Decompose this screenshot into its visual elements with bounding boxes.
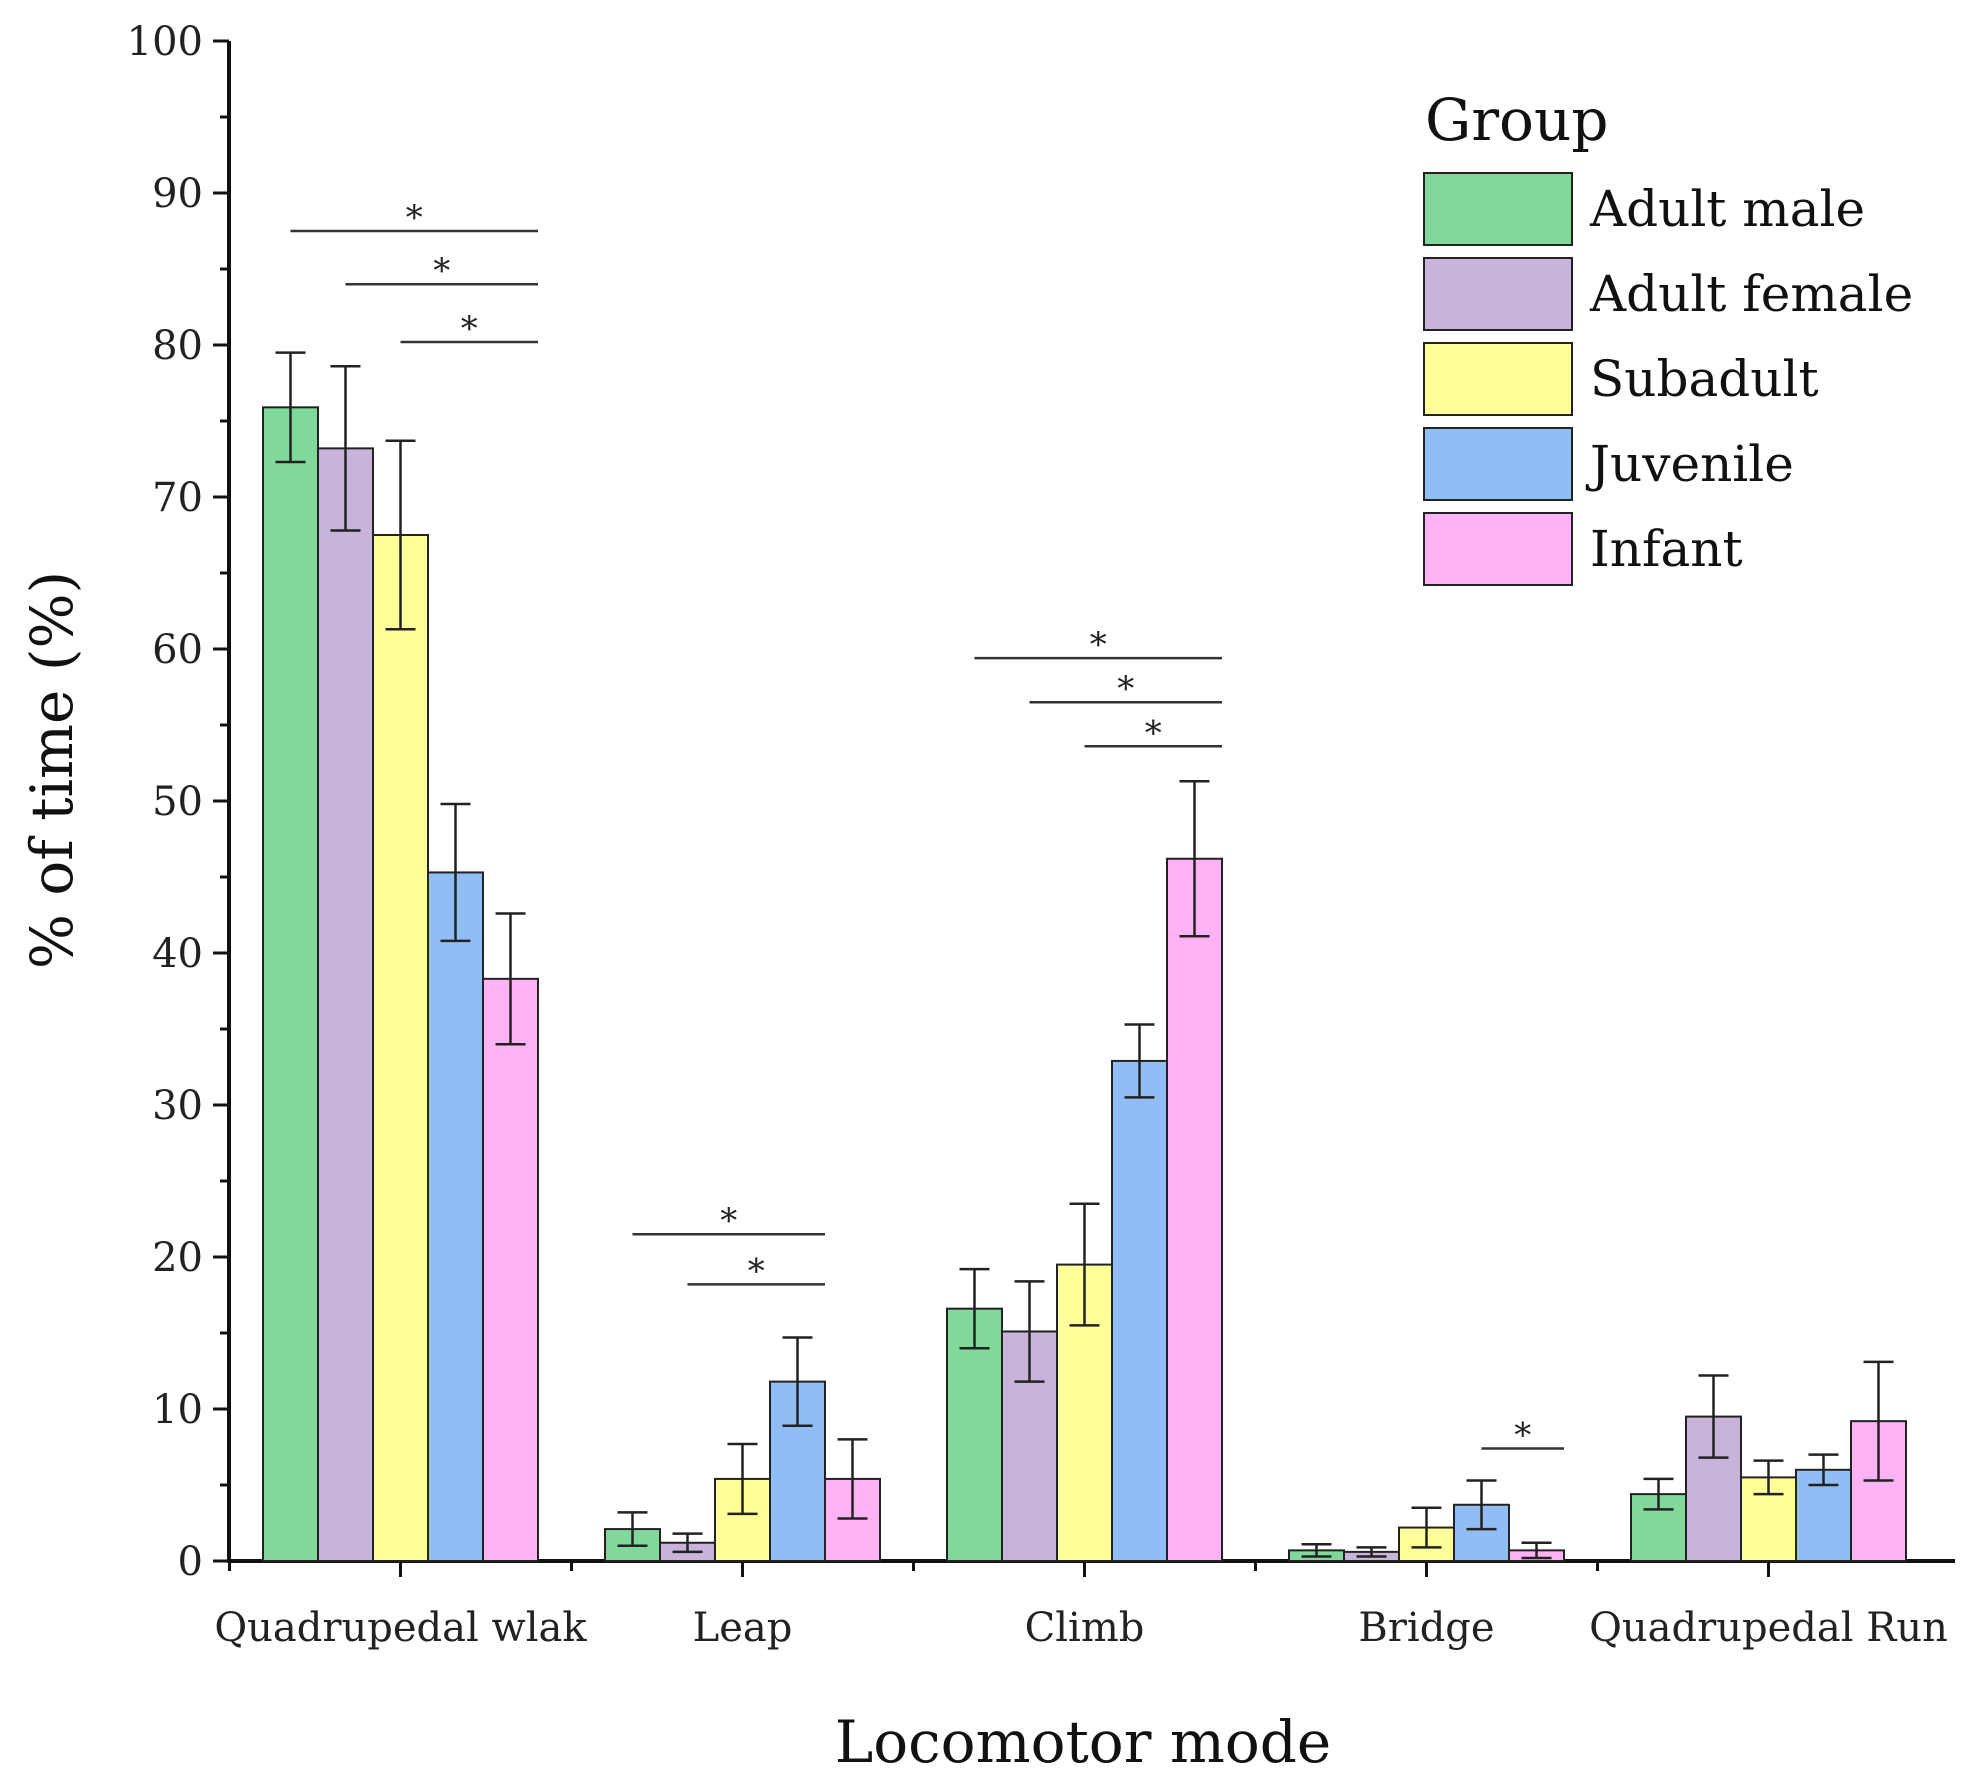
x-tick-label: Leap — [693, 1605, 793, 1651]
significance-bracket: * — [974, 625, 1222, 665]
legend-item: Adult female — [1423, 257, 1913, 331]
significance-star: * — [433, 251, 450, 291]
error-bar — [495, 912, 526, 1046]
error-bar — [1356, 1546, 1387, 1558]
error-bar — [440, 802, 471, 943]
legend-label: Adult male — [1589, 180, 1865, 238]
error-bar — [727, 1442, 758, 1516]
y-tick-label: 40 — [152, 931, 203, 977]
y-tick-label: 30 — [152, 1083, 203, 1129]
legend-swatch — [1423, 512, 1573, 586]
y-tick-label: 70 — [152, 475, 203, 521]
significance-bracket: * — [632, 1201, 825, 1241]
significance-star: * — [406, 198, 423, 238]
significance-brackets: ********* — [290, 198, 1564, 1456]
bar — [372, 534, 429, 1562]
significance-star: * — [1117, 669, 1134, 709]
error-bar — [1069, 1202, 1100, 1327]
error-bar — [330, 365, 361, 532]
legend-item: Juvenile — [1423, 427, 1794, 501]
legend-item: Subadult — [1423, 342, 1819, 416]
legend-label: Infant — [1590, 520, 1743, 578]
legend-swatch — [1423, 257, 1573, 331]
significance-star: * — [1145, 713, 1162, 753]
x-axis: Quadrupedal wlak Leap Climb Bridge Quadruped… — [214, 1559, 1955, 1651]
error-bar — [1014, 1280, 1045, 1383]
bar — [946, 1307, 1003, 1563]
bar — [317, 447, 374, 1562]
bar — [482, 977, 539, 1562]
error-bar — [1301, 1543, 1332, 1558]
bar — [1166, 857, 1223, 1562]
significance-bracket: * — [1084, 713, 1222, 753]
y-axis: 0 10 20 30 40 50 60 70 80 90 100 — [127, 19, 231, 1585]
bar — [427, 871, 484, 1562]
significance-bracket: * — [1481, 1416, 1564, 1456]
bar — [1111, 1059, 1168, 1563]
error-bar — [1698, 1374, 1729, 1459]
error-bar — [275, 351, 306, 464]
legend-label: Juvenile — [1585, 435, 1794, 493]
y-axis-title: % of time (%) — [18, 571, 86, 969]
legend-item: Infant — [1423, 512, 1743, 586]
legend-swatch — [1423, 342, 1573, 416]
significance-star: * — [1514, 1416, 1531, 1456]
y-tick-label: 0 — [178, 1539, 203, 1585]
legend-item: Adult male — [1423, 172, 1865, 246]
y-tick-label: 10 — [152, 1387, 203, 1433]
error-bars — [275, 351, 1894, 1560]
significance-bracket: * — [400, 309, 538, 349]
error-bar — [1179, 779, 1210, 938]
error-bar — [1643, 1477, 1674, 1511]
x-tick-label: Climb — [1025, 1605, 1145, 1651]
y-tick-label: 50 — [152, 779, 203, 825]
x-tick-label: Quadrupedal Run — [1589, 1605, 1948, 1651]
x-tick-label: Quadrupedal wlak — [214, 1605, 587, 1651]
x-axis-title: Locomotor mode — [835, 1708, 1332, 1776]
significance-bracket: * — [1029, 669, 1222, 709]
x-tick-label: Bridge — [1358, 1605, 1494, 1651]
legend-swatch — [1423, 172, 1573, 246]
significance-star: * — [461, 309, 478, 349]
legend-label: Adult female — [1589, 265, 1913, 323]
error-bar — [837, 1438, 868, 1520]
bar — [262, 406, 319, 1563]
y-tick-label: 80 — [152, 323, 203, 369]
legend-label: Subadult — [1590, 350, 1819, 408]
bars — [262, 406, 1907, 1563]
error-bar — [1753, 1459, 1784, 1496]
significance-star: * — [748, 1251, 765, 1291]
significance-bracket: * — [345, 251, 538, 291]
y-tick-label: 20 — [152, 1235, 203, 1281]
error-bar — [1863, 1360, 1894, 1482]
y-tick-label: 60 — [152, 627, 203, 673]
legend-title: Group — [1425, 86, 1608, 154]
error-bar — [782, 1336, 813, 1427]
error-bar — [1124, 1023, 1155, 1099]
error-bar — [385, 439, 416, 631]
error-bar — [672, 1532, 703, 1554]
significance-bracket: * — [687, 1251, 825, 1291]
legend-swatch — [1423, 427, 1573, 501]
error-bar — [617, 1511, 648, 1548]
error-bar — [1411, 1506, 1442, 1549]
significance-bracket: * — [290, 198, 538, 238]
y-tick-label: 90 — [152, 171, 203, 217]
error-bar — [959, 1267, 990, 1350]
y-tick-label: 100 — [127, 19, 203, 65]
significance-star: * — [1090, 625, 1107, 665]
error-bar — [1466, 1479, 1497, 1531]
error-bar — [1808, 1453, 1839, 1487]
error-bar — [1521, 1541, 1552, 1560]
legend: Group Adult male Adult female Subadult Juve… — [1423, 86, 1913, 586]
significance-star: * — [720, 1201, 737, 1241]
